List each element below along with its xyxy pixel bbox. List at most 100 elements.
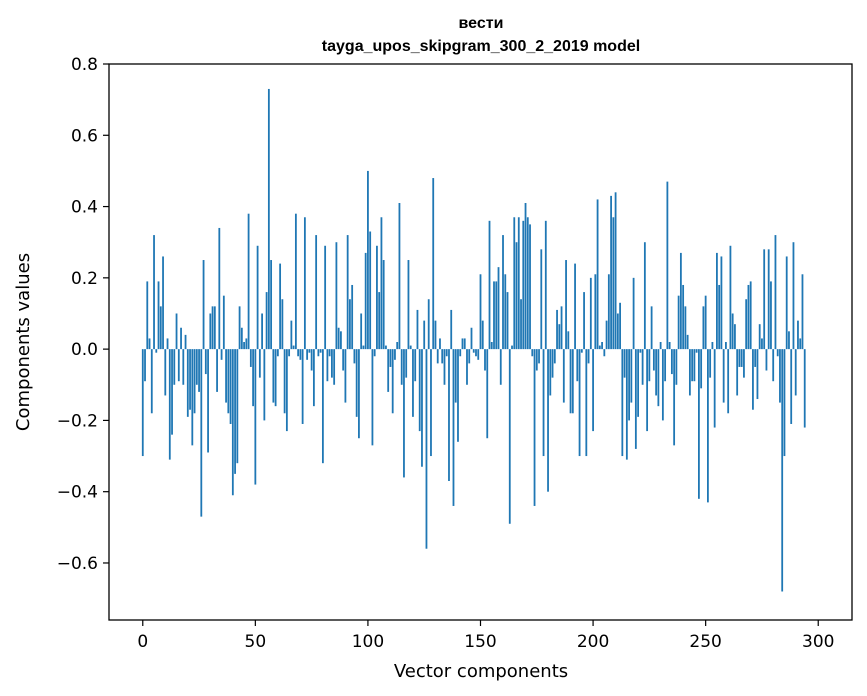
bar	[571, 349, 574, 414]
bar	[400, 349, 403, 385]
bar	[567, 331, 570, 350]
bar	[303, 217, 306, 350]
bar	[466, 349, 468, 385]
bar	[385, 345, 387, 350]
bar	[403, 349, 405, 478]
bar	[659, 342, 662, 350]
bar	[691, 349, 694, 382]
bar	[745, 299, 748, 350]
bar	[159, 306, 162, 350]
bar	[231, 349, 234, 496]
bar	[285, 349, 288, 432]
y-axis-label: Components values	[13, 253, 34, 431]
bar	[166, 338, 169, 350]
bar	[265, 292, 268, 350]
bar	[761, 338, 763, 350]
bar	[679, 252, 682, 350]
bar	[783, 349, 786, 457]
bar	[434, 320, 437, 350]
bar	[664, 349, 667, 382]
bar	[463, 338, 466, 350]
bar	[583, 292, 585, 350]
bar	[180, 327, 182, 350]
x-tick-label: 250	[689, 632, 721, 652]
bar	[319, 349, 322, 353]
bar	[752, 349, 754, 410]
bar	[421, 349, 423, 467]
bar	[540, 249, 543, 350]
bar	[801, 274, 804, 350]
x-tick-label: 100	[352, 632, 384, 652]
bar	[675, 349, 678, 385]
bar	[589, 277, 592, 350]
bar	[182, 349, 185, 385]
bar	[646, 349, 649, 432]
bar	[171, 349, 173, 435]
bar	[207, 349, 209, 453]
bar	[560, 306, 563, 350]
bar	[628, 349, 630, 421]
bar	[511, 345, 513, 350]
bar	[625, 349, 628, 460]
bar	[292, 345, 295, 350]
bar	[340, 331, 342, 350]
bar	[276, 349, 279, 357]
bar	[650, 306, 653, 350]
bar	[349, 299, 351, 350]
bar	[531, 349, 534, 357]
bar	[504, 274, 507, 350]
bar	[643, 242, 646, 350]
bar	[409, 345, 412, 350]
bar	[243, 342, 245, 350]
bar	[585, 349, 588, 457]
x-axis-label: Vector components	[394, 661, 568, 682]
bar	[479, 274, 482, 350]
bar	[423, 320, 426, 350]
bar	[274, 349, 277, 407]
x-tick-label: 200	[577, 632, 609, 652]
bar	[186, 349, 189, 417]
bar	[220, 349, 223, 360]
bar	[193, 349, 196, 414]
bar	[641, 349, 644, 385]
bar	[310, 349, 313, 371]
bar	[770, 281, 772, 350]
bar	[569, 349, 572, 414]
bar	[238, 306, 241, 350]
bar	[146, 281, 149, 350]
y-axis-ticks: −0.6 −0.4 −0.2 0.0 0.2 0.4 0.6 0.8	[57, 55, 109, 574]
bar	[486, 349, 489, 439]
y-tick-label: 0.6	[71, 126, 98, 146]
bar	[592, 349, 594, 432]
bar	[616, 313, 619, 350]
bar	[267, 88, 270, 350]
x-tick-label: 150	[464, 632, 496, 652]
bar	[725, 342, 727, 350]
bar	[141, 349, 144, 457]
bar	[549, 349, 552, 396]
bar	[315, 235, 318, 350]
bar	[803, 349, 806, 428]
bar	[371, 349, 374, 446]
bar	[576, 349, 579, 382]
bar	[666, 181, 669, 350]
bar	[495, 281, 498, 350]
bar	[652, 349, 655, 371]
bar	[355, 349, 358, 417]
bar	[799, 338, 802, 350]
bar	[321, 349, 324, 464]
bar	[407, 260, 410, 350]
bar	[630, 349, 633, 403]
bar	[785, 256, 788, 350]
bar	[353, 349, 356, 364]
bar	[544, 220, 547, 350]
bar	[686, 334, 689, 350]
bar	[416, 309, 419, 350]
bar	[328, 349, 331, 357]
bar	[216, 349, 218, 392]
bar	[290, 320, 293, 350]
bar	[677, 295, 680, 350]
bar	[270, 260, 273, 350]
bar	[749, 281, 752, 350]
bar	[324, 245, 327, 350]
